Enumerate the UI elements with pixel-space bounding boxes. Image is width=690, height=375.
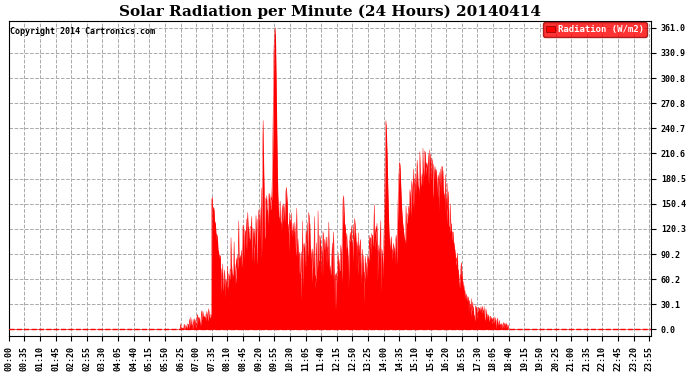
Text: Copyright 2014 Cartronics.com: Copyright 2014 Cartronics.com <box>10 27 155 36</box>
Title: Solar Radiation per Minute (24 Hours) 20140414: Solar Radiation per Minute (24 Hours) 20… <box>119 4 541 18</box>
Legend: Radiation (W/m2): Radiation (W/m2) <box>544 22 647 37</box>
